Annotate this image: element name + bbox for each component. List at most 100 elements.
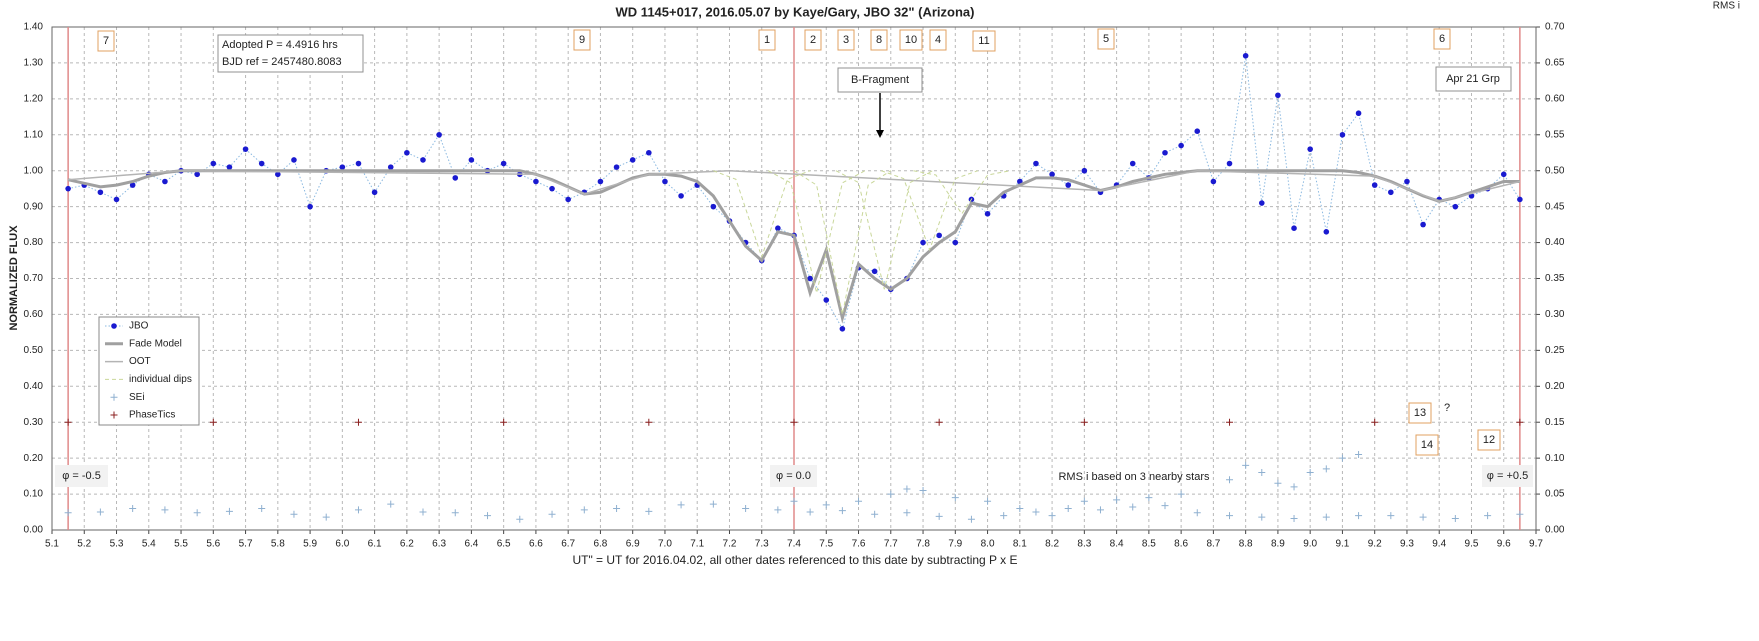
y-tick-label: 1.40 [24,22,44,33]
x-tick-label: 8.0 [981,539,995,550]
data-point [1000,512,1008,520]
data-point [1307,146,1313,152]
data-point [613,164,620,170]
data-point [468,157,475,163]
data-point [96,508,104,516]
dip-label: 1 [764,34,770,46]
x-tick-label: 7.4 [787,539,801,550]
data-point [645,418,653,426]
x-tick-label: 9.1 [1335,539,1349,550]
data-point [871,510,879,518]
data-point [1355,512,1363,520]
x-tick-label: 7.2 [723,539,737,550]
x-tick-label: 5.7 [239,539,253,550]
info-box [217,34,364,73]
x-tick-label: 7.8 [916,539,930,550]
data-point [484,512,492,520]
x-tick-label: 6.2 [400,539,414,550]
data-point [436,131,442,138]
data-point [951,494,959,502]
legend-swatch [110,393,118,401]
data-point [500,418,508,426]
x-tick-label: 7.3 [755,539,769,550]
data-point [662,178,668,185]
data-point [1080,497,1088,505]
y-tick-label: 0.80 [24,237,44,248]
data-point [1129,160,1136,167]
data-point [565,196,571,203]
data-point [1242,461,1250,469]
data-point [1516,510,1524,518]
data-point [258,160,265,167]
data-point [549,185,555,192]
data-point [1096,506,1104,514]
x-tick-label: 6.8 [593,539,607,550]
x-tick-label: 8.9 [1271,539,1285,550]
dip-label: 5 [1103,33,1109,45]
data-point [871,268,878,275]
y-tick-label: 1.00 [24,165,44,176]
dip-label-box [97,30,115,52]
dip-label-box [1477,429,1501,451]
data-point [1129,503,1137,511]
data-point [1162,149,1168,156]
fragment-label: B-Fragment [851,74,909,86]
data-point [1226,418,1234,426]
dip-label-box [972,30,996,52]
x-tick-label: 8.2 [1045,539,1059,550]
y2-tick-label: 0.10 [1545,453,1565,464]
x-tick-label: 5.4 [142,539,156,550]
dip-label-box [837,29,855,51]
data-point [1517,196,1523,203]
x-tick-label: 5.8 [271,539,285,550]
data-point [1193,509,1201,517]
chart-title: WD 1145+017, 2016.05.07 by Kaye/Gary, JB… [616,4,975,19]
dip-label: 10 [905,34,917,46]
data-point [1242,52,1249,59]
data-point [1500,171,1507,178]
data-point [887,490,895,498]
data-point [580,506,588,514]
data-point [1516,418,1524,426]
data-point [1145,494,1153,502]
legend-box [98,316,200,426]
data-point [952,239,959,246]
y2-tick-label: 0.45 [1545,201,1565,212]
x-tick-label: 8.5 [1142,539,1156,550]
data-point [64,509,72,517]
data-point [1274,479,1282,487]
data-point [275,171,281,178]
data-point [404,149,410,156]
data-point [193,509,201,517]
x-tick-label: 8.7 [1206,539,1220,550]
y2-tick-label: 0.50 [1545,165,1565,176]
data-point [1226,476,1234,484]
y-tick-label: 0.60 [24,309,44,320]
data-point [935,418,943,426]
data-point [629,157,636,163]
x-tick-label: 5.1 [45,539,59,550]
x-tick-label: 9.0 [1303,539,1317,550]
data-point [597,178,604,185]
data-point [790,418,798,426]
x-tick-label: 6.7 [561,539,575,550]
data-point [226,164,233,170]
x-tick-label: 8.6 [1174,539,1188,550]
data-point [210,160,217,167]
x-tick-label: 8.3 [1077,539,1091,550]
x-tick-label: 5.6 [206,539,220,550]
dip-label: 13 [1414,407,1426,419]
data-point [500,160,507,167]
y2-tick-label: 0.70 [1545,22,1565,33]
dip-label: 2 [810,34,816,46]
data-point [387,164,394,170]
data-point [209,418,217,426]
data-point [387,500,395,508]
y2-tick-label: 0.20 [1545,381,1565,392]
y2-tick-label: 0.00 [1545,525,1565,536]
dip-label-box [758,29,776,51]
data-point [1388,189,1394,196]
y-tick-label: 0.10 [24,489,44,500]
data-point [322,513,330,521]
data-point [451,509,459,517]
